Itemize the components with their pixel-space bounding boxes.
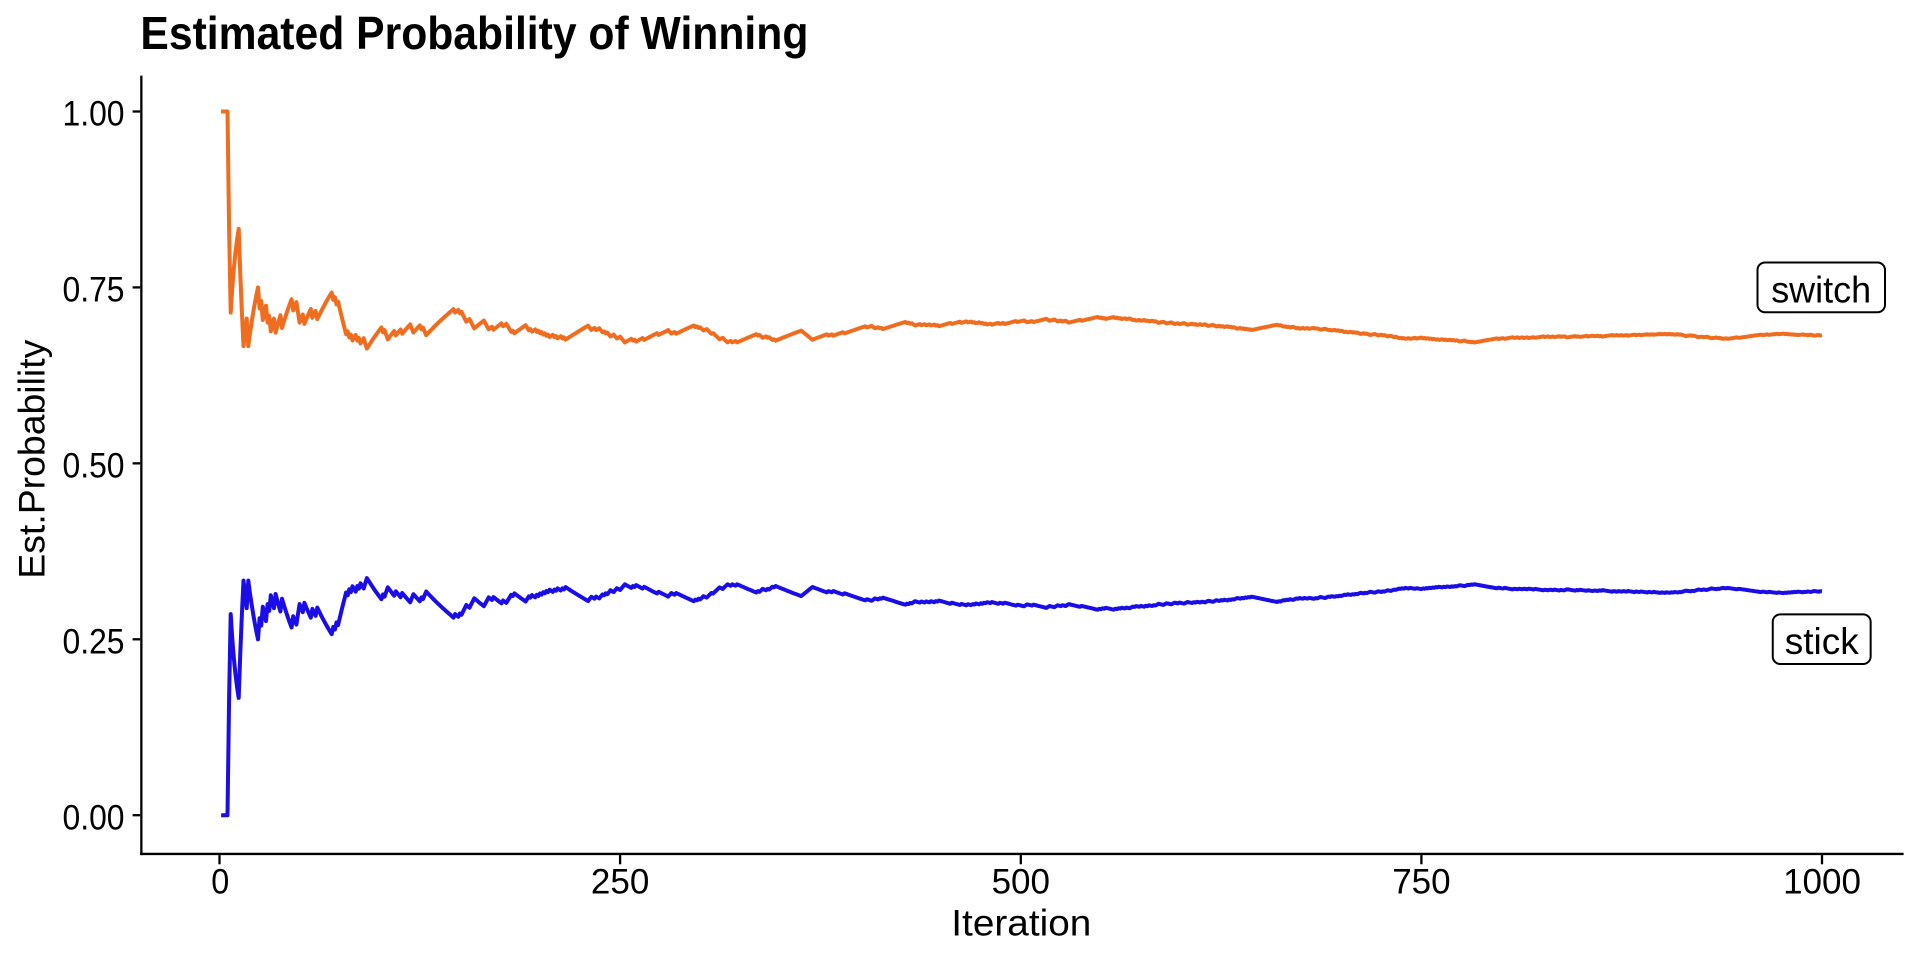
svg-text:0.00: 0.00 (63, 798, 125, 837)
svg-text:1.00: 1.00 (63, 95, 125, 134)
svg-text:stick: stick (1785, 621, 1860, 662)
svg-text:750: 750 (1392, 862, 1450, 901)
svg-text:0.50: 0.50 (63, 447, 125, 486)
svg-text:0.25: 0.25 (63, 623, 125, 662)
svg-text:Estimated Probability of Winni: Estimated Probability of Winning (140, 7, 808, 59)
svg-text:0.75: 0.75 (63, 271, 125, 310)
svg-text:0: 0 (211, 862, 229, 901)
svg-text:Iteration: Iteration (951, 903, 1091, 944)
svg-text:500: 500 (992, 862, 1050, 901)
svg-text:Est.Probability: Est.Probability (12, 339, 53, 578)
svg-text:switch: switch (1771, 269, 1871, 310)
svg-text:1000: 1000 (1783, 862, 1861, 901)
svg-text:250: 250 (591, 862, 649, 901)
